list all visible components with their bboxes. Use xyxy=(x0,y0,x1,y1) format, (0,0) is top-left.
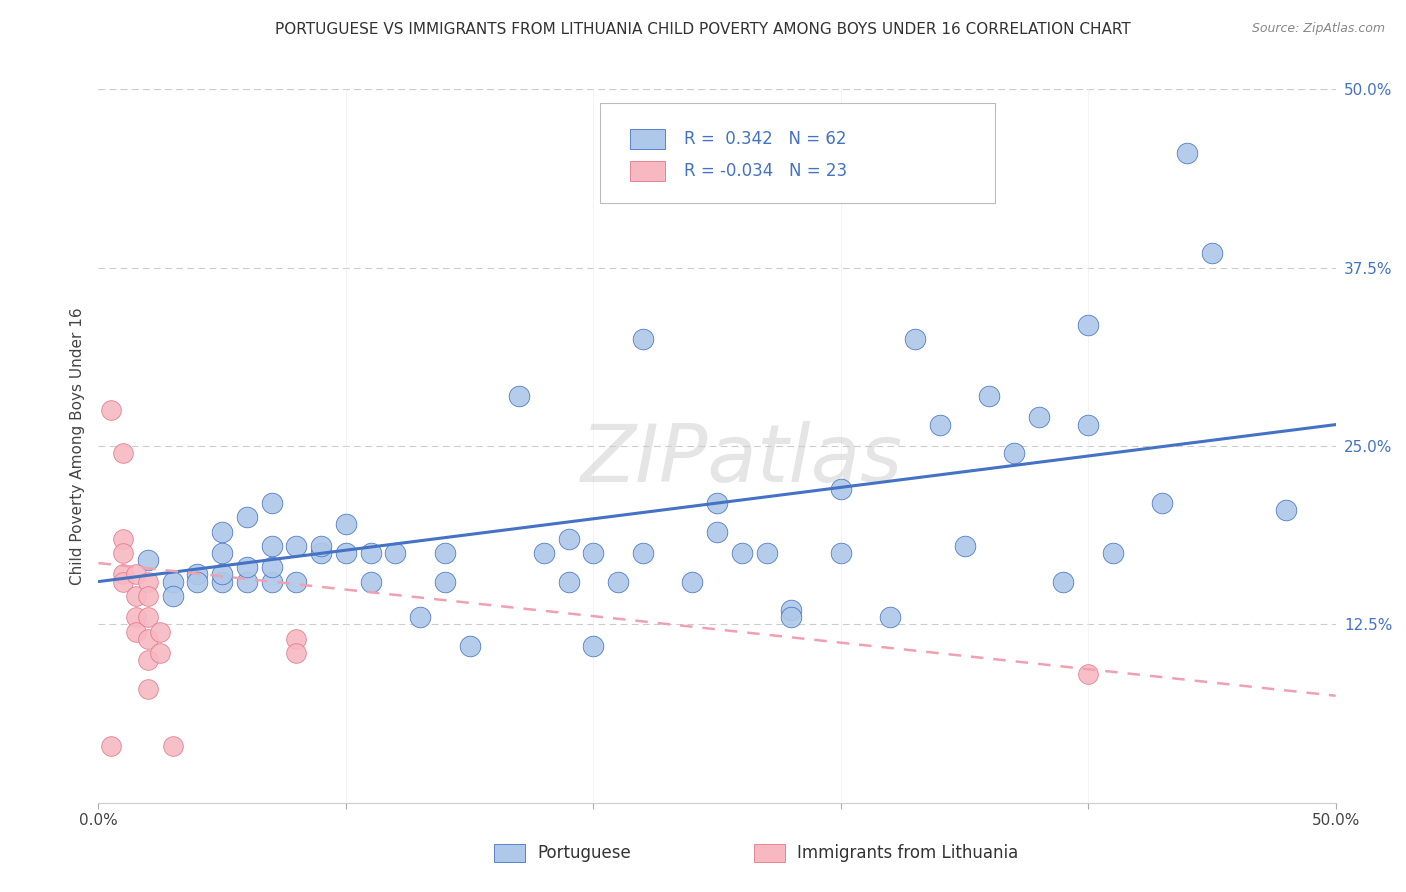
Point xyxy=(780,603,803,617)
Point xyxy=(309,539,332,553)
Point xyxy=(360,574,382,589)
Point xyxy=(260,539,283,553)
Point xyxy=(136,553,159,567)
Point xyxy=(433,574,456,589)
Point xyxy=(953,539,976,553)
Point xyxy=(1077,417,1099,432)
Point xyxy=(236,510,259,524)
Point xyxy=(1152,496,1174,510)
Point xyxy=(780,610,803,624)
Point xyxy=(1102,546,1125,560)
Point xyxy=(285,539,308,553)
Point xyxy=(211,524,233,539)
Point xyxy=(162,574,184,589)
Point xyxy=(1077,318,1099,332)
Point xyxy=(360,546,382,560)
Point xyxy=(136,681,159,696)
Point xyxy=(136,589,159,603)
Point xyxy=(211,546,233,560)
Point xyxy=(533,546,555,560)
Text: Immigrants from Lithuania: Immigrants from Lithuania xyxy=(797,844,1019,862)
Text: R = -0.034   N = 23: R = -0.034 N = 23 xyxy=(683,162,846,180)
Point xyxy=(1175,146,1198,161)
Point xyxy=(433,546,456,560)
Point xyxy=(136,610,159,624)
Point xyxy=(335,546,357,560)
Point xyxy=(631,546,654,560)
Point xyxy=(100,739,122,753)
Point xyxy=(508,389,530,403)
Point xyxy=(335,517,357,532)
Point xyxy=(211,567,233,582)
Point xyxy=(285,632,308,646)
Point xyxy=(112,532,135,546)
Point xyxy=(112,567,135,582)
Point xyxy=(979,389,1001,403)
Point xyxy=(681,574,703,589)
Point xyxy=(162,589,184,603)
Point xyxy=(706,524,728,539)
Point xyxy=(112,574,135,589)
Point xyxy=(211,574,233,589)
Point xyxy=(285,646,308,660)
Point xyxy=(582,546,605,560)
Point xyxy=(1028,410,1050,425)
Point xyxy=(124,567,146,582)
Point xyxy=(236,574,259,589)
Point xyxy=(260,496,283,510)
Point xyxy=(136,653,159,667)
Text: PORTUGUESE VS IMMIGRANTS FROM LITHUANIA CHILD POVERTY AMONG BOYS UNDER 16 CORREL: PORTUGUESE VS IMMIGRANTS FROM LITHUANIA … xyxy=(276,22,1130,37)
Point xyxy=(607,574,630,589)
Point xyxy=(136,574,159,589)
Point xyxy=(928,417,950,432)
Point xyxy=(100,403,122,417)
Point xyxy=(285,574,308,589)
Point xyxy=(706,496,728,510)
FancyBboxPatch shape xyxy=(630,161,665,181)
Point xyxy=(124,624,146,639)
FancyBboxPatch shape xyxy=(754,844,785,862)
Point xyxy=(731,546,754,560)
Point xyxy=(631,332,654,346)
Point xyxy=(186,567,208,582)
Point xyxy=(124,610,146,624)
Point xyxy=(1052,574,1074,589)
Point xyxy=(124,589,146,603)
FancyBboxPatch shape xyxy=(495,844,526,862)
Y-axis label: Child Poverty Among Boys Under 16: Child Poverty Among Boys Under 16 xyxy=(69,307,84,585)
Point xyxy=(260,574,283,589)
Point xyxy=(1002,446,1025,460)
Point xyxy=(557,532,579,546)
Point xyxy=(1275,503,1298,517)
Point xyxy=(236,560,259,574)
Point xyxy=(260,560,283,574)
Point xyxy=(755,546,778,560)
Point xyxy=(1077,667,1099,681)
Text: R =  0.342   N = 62: R = 0.342 N = 62 xyxy=(683,130,846,148)
Point xyxy=(904,332,927,346)
Point xyxy=(582,639,605,653)
Text: Source: ZipAtlas.com: Source: ZipAtlas.com xyxy=(1251,22,1385,36)
Point xyxy=(149,624,172,639)
Text: ZIPatlas: ZIPatlas xyxy=(581,421,903,500)
Point xyxy=(409,610,432,624)
Point xyxy=(830,546,852,560)
FancyBboxPatch shape xyxy=(599,103,995,203)
Point xyxy=(186,574,208,589)
Point xyxy=(136,632,159,646)
Point xyxy=(309,546,332,560)
Point xyxy=(112,446,135,460)
Point xyxy=(458,639,481,653)
Point xyxy=(112,546,135,560)
Point xyxy=(557,574,579,589)
Point xyxy=(1201,246,1223,260)
Point xyxy=(384,546,406,560)
Point xyxy=(162,739,184,753)
Text: Portuguese: Portuguese xyxy=(537,844,631,862)
Point xyxy=(879,610,901,624)
Point xyxy=(830,482,852,496)
FancyBboxPatch shape xyxy=(630,129,665,149)
Point xyxy=(149,646,172,660)
